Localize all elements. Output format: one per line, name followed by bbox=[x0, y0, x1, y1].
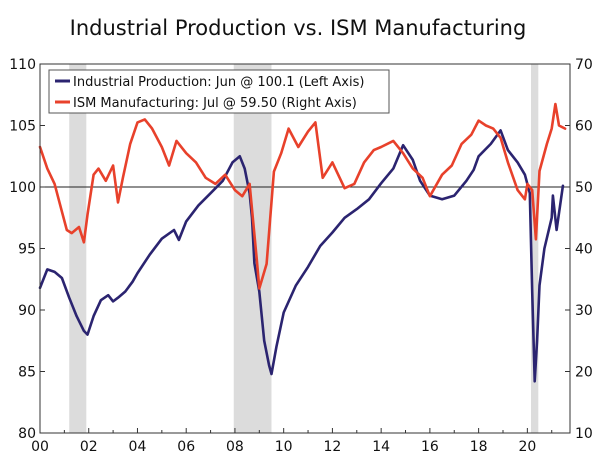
right-tick-label-20: 20 bbox=[575, 365, 593, 381]
left-tick-label-95: 95 bbox=[18, 242, 36, 258]
x-axis: 00 02 04 06 08 10 12 14 16 18 20 bbox=[31, 428, 553, 455]
x-tick-label-08: 08 bbox=[226, 439, 244, 455]
left-tick-label-105: 105 bbox=[9, 119, 36, 135]
series-line-industrial-production bbox=[38, 129, 565, 383]
x-tick-label-18: 18 bbox=[470, 439, 488, 455]
right-tick-label-60: 60 bbox=[575, 119, 593, 135]
legend-label-ism-manufacturing: ISM Manufacturing: Jul @ 59.50 (Right Ax… bbox=[73, 96, 357, 111]
x-tick-label-20: 20 bbox=[518, 439, 536, 455]
left-tick-label-90: 90 bbox=[18, 303, 36, 319]
right-tick-label-50: 50 bbox=[575, 180, 593, 196]
x-tick-label-04: 04 bbox=[129, 439, 147, 455]
legend: Industrial Production: Jun @ 100.1 (Left… bbox=[48, 69, 390, 114]
x-tick-label-16: 16 bbox=[421, 439, 439, 455]
right-tick-label-10: 10 bbox=[575, 426, 593, 442]
x-tick-label-14: 14 bbox=[372, 439, 390, 455]
x-tick-label-00: 00 bbox=[31, 439, 49, 455]
x-tick-label-10: 10 bbox=[275, 439, 293, 455]
recession-band-0 bbox=[69, 64, 87, 433]
recession-bands bbox=[69, 64, 539, 433]
legend-label-industrial-production: Industrial Production: Jun @ 100.1 (Left… bbox=[73, 75, 364, 90]
chart-title: Industrial Production vs. ISM Manufactur… bbox=[70, 16, 527, 40]
left-tick-label-80: 80 bbox=[18, 426, 36, 442]
legend-box bbox=[48, 69, 390, 114]
recession-band-2 bbox=[531, 64, 539, 433]
left-tick-label-110: 110 bbox=[9, 57, 36, 73]
right-axis: 10 20 30 40 50 60 70 bbox=[565, 57, 593, 442]
x-tick-label-02: 02 bbox=[80, 439, 98, 455]
left-tick-label-85: 85 bbox=[18, 365, 36, 381]
x-tick-label-12: 12 bbox=[323, 439, 341, 455]
x-tick-label-06: 06 bbox=[177, 439, 195, 455]
left-tick-label-100: 100 bbox=[9, 180, 36, 196]
right-tick-label-40: 40 bbox=[575, 242, 593, 258]
series-layer bbox=[38, 102, 567, 383]
right-tick-label-70: 70 bbox=[575, 57, 593, 73]
left-axis: 80 85 90 95 100 105 110 bbox=[9, 57, 45, 442]
plot-frame bbox=[39, 63, 571, 434]
series-line-ism-manufacturing bbox=[38, 102, 567, 290]
right-tick-label-30: 30 bbox=[575, 303, 593, 319]
